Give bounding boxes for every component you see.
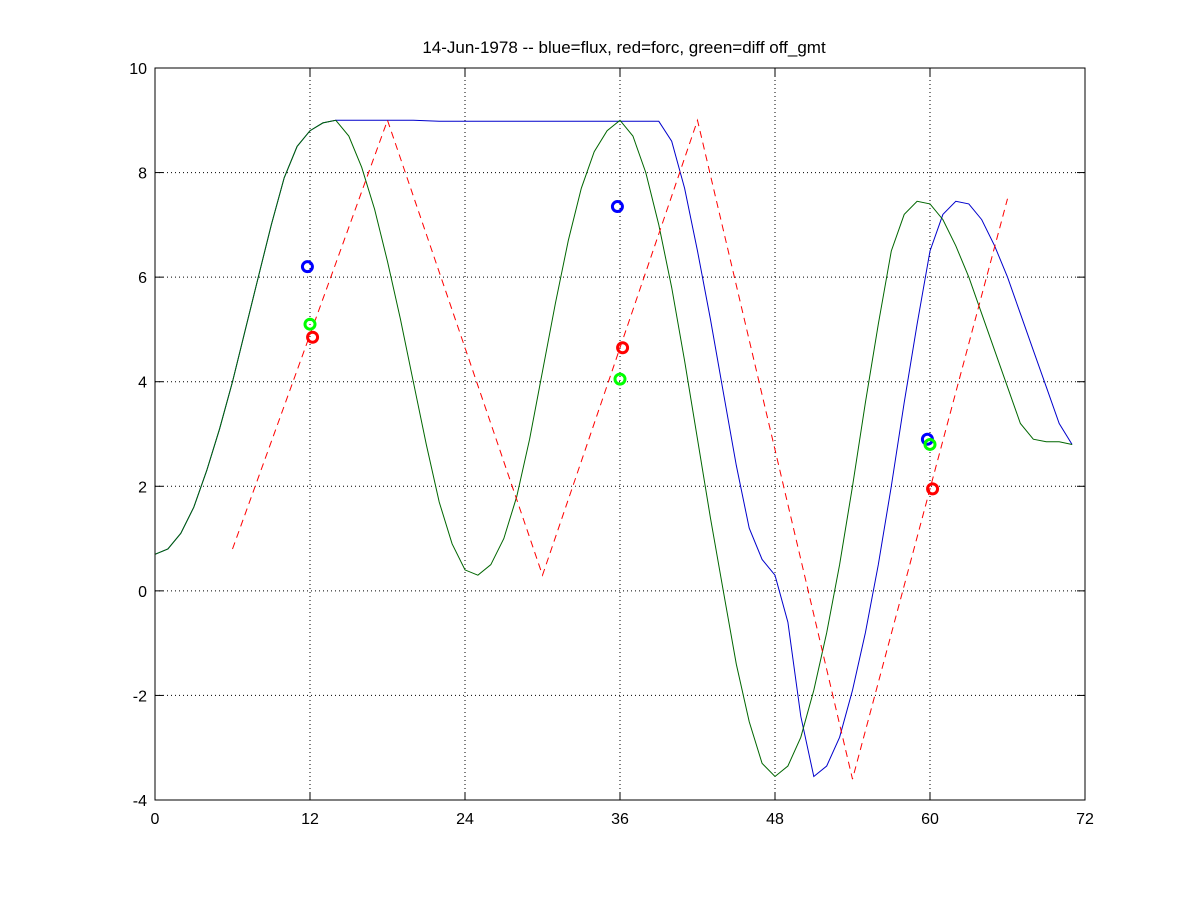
data-marker [306, 330, 320, 344]
y-tick-label: 0 [138, 584, 147, 601]
x-tick-label: 48 [766, 811, 784, 828]
series-line-2 [232, 118, 1008, 780]
x-tick-label: 36 [611, 811, 629, 828]
x-tick-label: 12 [301, 811, 319, 828]
x-tick-label: 60 [921, 811, 939, 828]
x-tick-label: 72 [1076, 811, 1094, 828]
marker-layer [300, 200, 940, 496]
data-marker [303, 317, 317, 331]
data-marker [616, 341, 630, 355]
data-marker [613, 372, 627, 386]
series-line-1 [154, 119, 1073, 778]
y-tick-label: 10 [129, 61, 147, 78]
y-tick-label: 2 [138, 479, 147, 496]
grid [155, 68, 1085, 800]
x-tick-label: 24 [456, 811, 474, 828]
y-tick-label: -4 [133, 793, 147, 810]
y-tick-label: 8 [138, 166, 147, 183]
data-marker [926, 482, 940, 496]
y-tick-label: 4 [138, 375, 147, 392]
data-marker [610, 200, 624, 214]
chart-title: 14-Jun-1978 -- blue=flux, red=forc, gree… [422, 38, 826, 57]
data-marker [923, 437, 937, 451]
data-marker [300, 260, 314, 274]
y-tick-label: -2 [133, 688, 147, 705]
series-layer [154, 118, 1073, 780]
x-tick-label: 0 [151, 811, 160, 828]
y-tick-label: 6 [138, 270, 147, 287]
